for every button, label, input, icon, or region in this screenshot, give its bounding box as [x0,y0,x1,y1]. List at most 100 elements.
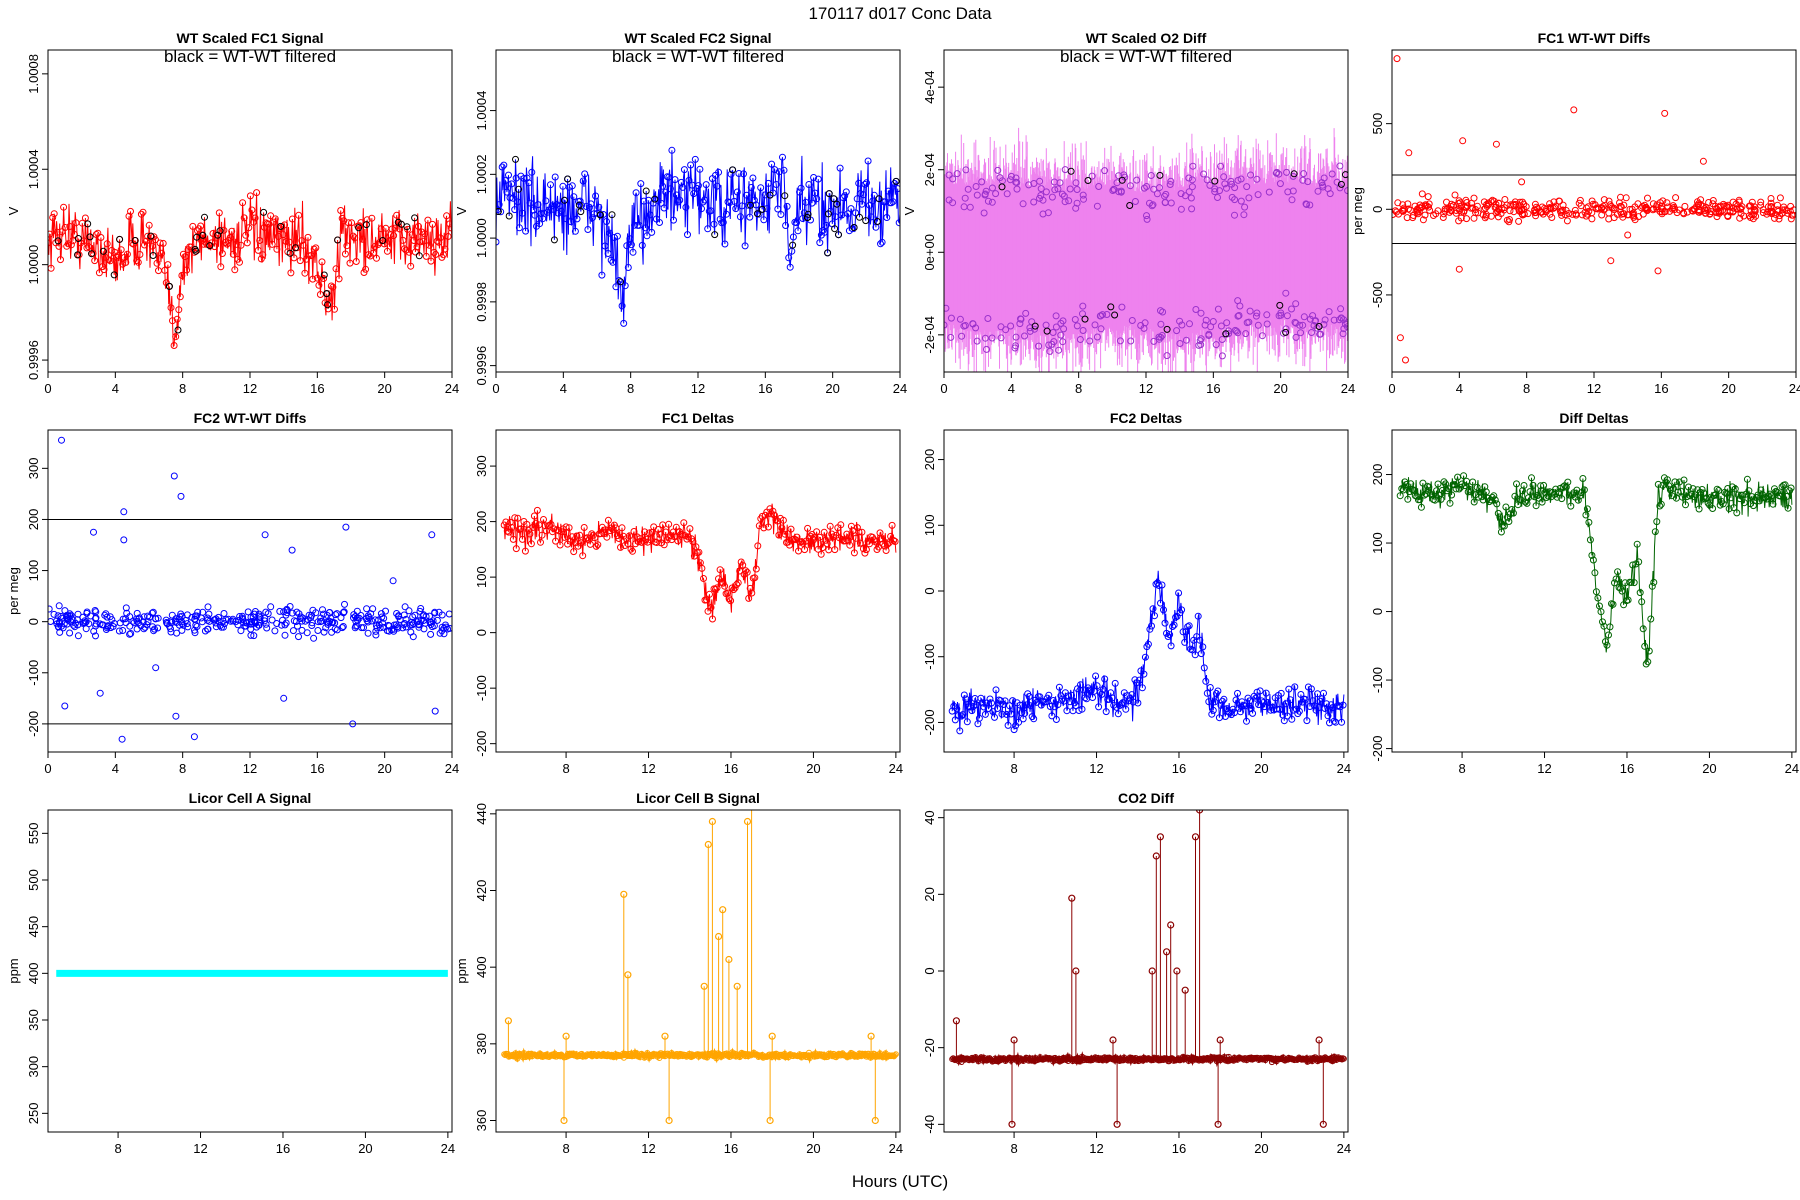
data-point [523,174,531,182]
data-point [59,624,67,632]
data-point [760,216,768,224]
plot-frame [943,429,1349,753]
data-point [1311,317,1319,325]
filtered-point [1118,176,1126,184]
data-point [251,214,259,222]
data-point [382,607,389,615]
data-point [1235,312,1243,319]
data-point [421,230,429,238]
x-tick-label: 4 [1008,381,1015,396]
data-point [894,185,900,193]
outlier-point [96,689,104,697]
filtered-point [1342,171,1348,179]
x-tick-label: 12 [193,1141,207,1156]
data-point [1586,536,1594,544]
data-point [1635,213,1643,221]
filtered-point [651,195,659,203]
filtered-point [496,208,502,215]
data-point [740,170,747,178]
data-point [1015,718,1023,726]
data-point [733,188,741,196]
panel-annotation: black = WT-WT filtered [164,47,336,66]
x-tick-label: 12 [243,761,257,776]
filtered-point [149,252,157,259]
data-point [222,616,230,624]
data-point [665,520,673,528]
data-point [1737,205,1745,212]
y-axis-label: ppm [6,958,21,983]
data-point [1638,598,1646,606]
data-point [533,506,541,514]
data-point [1086,686,1094,694]
data-point [1779,206,1787,214]
data-point [57,256,64,264]
data-point [1526,488,1534,496]
data-point [1602,638,1609,646]
data-point [136,251,144,258]
data-point [519,209,526,217]
data-point [1630,212,1638,220]
x-tick-label: 20 [377,761,391,776]
data-point [1126,182,1134,190]
data-point [85,620,93,628]
y-tick-label: 360 [474,1110,489,1132]
data-point [1653,518,1661,526]
data-point [253,189,261,197]
data-point [1766,490,1774,498]
data-point [1236,302,1244,310]
data-point [540,209,548,217]
data-point [1097,312,1105,320]
data-point [1588,215,1596,223]
data-point [619,1050,626,1057]
filtered-point [1276,301,1284,309]
data-point [1781,481,1789,489]
spike-point [704,840,712,849]
data-point [730,197,738,205]
x-tick-label: 24 [1341,381,1355,396]
filtered-point [803,214,811,221]
data-point [1249,709,1257,717]
data-point [271,627,279,635]
data-point [511,514,519,522]
y-tick-label: 2e-04 [922,153,937,186]
data-point [521,547,529,555]
filtered-point [1163,325,1171,333]
data-point [293,608,301,616]
data-point [1549,204,1557,212]
data-point [1080,195,1087,203]
data-point [139,208,147,216]
data-point [78,219,86,227]
data-point [1313,324,1321,332]
data-point [303,629,311,637]
data-point [1221,180,1229,188]
data-point [1157,320,1165,328]
data-point [1317,330,1325,338]
data-point [1299,176,1307,184]
data-point [349,232,357,240]
data-point [104,622,112,630]
plot-frame [47,429,453,753]
data-point [1303,201,1311,208]
data-point [1620,210,1628,218]
data-point [1001,697,1009,705]
filtered-point [617,278,624,286]
data-point [1091,321,1099,329]
data-point [877,240,884,248]
data-point [1767,203,1775,211]
x-tick-label: 8 [562,761,569,776]
data-point [314,627,322,634]
data-point [67,611,75,619]
y-tick-label: -100 [922,644,937,670]
data-point [503,527,511,535]
data-point [144,618,152,626]
data-point [149,623,157,631]
y-tick-label: 0 [922,967,937,974]
data-point [1722,489,1730,497]
data-point [49,214,57,221]
data-point [653,539,661,546]
data-point [282,238,290,245]
data-point [148,609,156,617]
y-tick-label: 1.0004 [26,149,41,189]
filtered-point [608,211,616,219]
data-point [1583,505,1591,513]
